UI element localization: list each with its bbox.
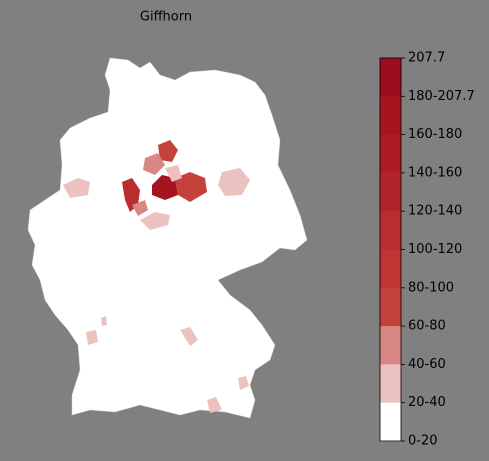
colorbar-label: 120-140 [408, 204, 462, 219]
colorbar-segment [380, 326, 401, 365]
region-low [101, 316, 107, 326]
colorbar-segment [380, 249, 401, 289]
colorbar-segment [380, 172, 401, 212]
colorbar-segment [380, 134, 401, 174]
colorbar-label: 40-60 [408, 357, 446, 372]
colorbar-segment [380, 96, 401, 136]
region-low [180, 327, 198, 346]
colorbar-label: 207.7 [408, 51, 445, 66]
colorbar: 207.7 180-207.7 160-180 140-160 120-140 100-1… [379, 51, 475, 449]
region-high [122, 178, 140, 212]
map-title: Giffhorn [140, 10, 192, 25]
germany-map [27, 57, 308, 419]
colorbar-label: 0-20 [408, 434, 438, 449]
colorbar-segment [380, 402, 401, 442]
region-high [158, 140, 178, 162]
region-low [218, 168, 250, 196]
colorbar-label: 160-180 [408, 127, 462, 142]
colorbar-label: 180-207.7 [408, 89, 475, 104]
colorbar-label: 60-80 [408, 319, 446, 334]
colorbar-segment [380, 364, 401, 404]
region-low [165, 165, 182, 182]
region-top [152, 175, 178, 200]
region-high [175, 172, 207, 202]
colorbar-segment [380, 211, 401, 250]
colorbar-label: 140-160 [408, 165, 462, 180]
colorbar-label: 20-40 [408, 395, 446, 410]
region-low [207, 397, 222, 413]
region-low [140, 212, 170, 230]
region-mid [143, 153, 165, 175]
region-mid [132, 200, 148, 216]
region-low [238, 376, 249, 390]
country-outline [27, 57, 308, 419]
region-low [63, 178, 90, 198]
colorbar-segment [380, 287, 401, 327]
region-low [86, 330, 98, 345]
colorbar-label: 100-120 [408, 242, 462, 257]
colorbar-segment [380, 58, 401, 97]
colorbar-label: 80-100 [408, 280, 454, 295]
